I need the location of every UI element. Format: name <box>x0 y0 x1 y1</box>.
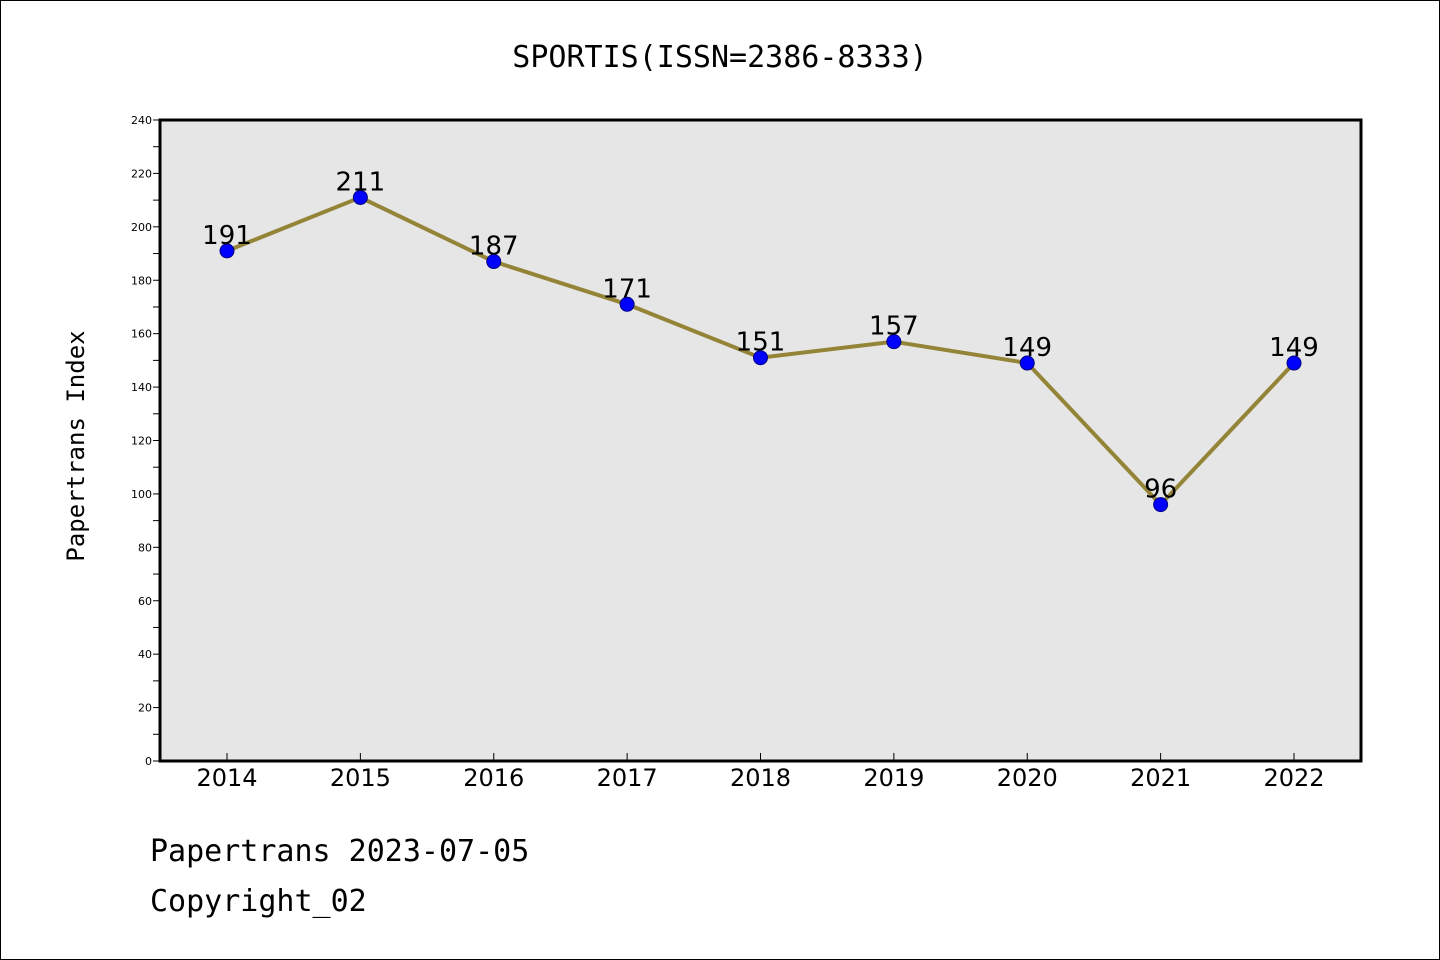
footer-source: Papertrans 2023-07-05 <box>150 834 530 869</box>
y-axis-label: Papertrans Index <box>62 330 90 561</box>
y-tick-label: 220 <box>131 167 152 180</box>
y-tick-label: 60 <box>138 595 152 608</box>
data-point <box>352 189 368 205</box>
plot-area <box>160 120 1361 761</box>
data-label: 149 <box>1269 333 1319 363</box>
data-points <box>219 189 1302 513</box>
y-tick-label: 40 <box>138 648 152 661</box>
data-label: 191 <box>202 221 252 251</box>
x-tick-label: 2018 <box>730 764 791 792</box>
y-tick-label: 80 <box>138 541 152 554</box>
data-label: 149 <box>1002 333 1052 363</box>
y-tick-label: 100 <box>131 488 152 501</box>
data-label: 171 <box>602 274 652 304</box>
chart-title: SPORTIS(ISSN=2386-8333) <box>512 40 927 75</box>
data-point <box>753 350 768 366</box>
data-point <box>1153 497 1169 513</box>
plot-border <box>158 118 1363 763</box>
data-point <box>1286 355 1302 371</box>
data-point <box>886 334 902 350</box>
x-tick-label: 2022 <box>1263 764 1324 792</box>
data-point <box>1019 355 1035 371</box>
data-labels: 191 211 187 171 151 157 149 96 149 <box>202 167 1319 504</box>
y-tick-label: 180 <box>131 274 152 287</box>
y-tick-label: 20 <box>138 702 152 715</box>
data-point <box>486 254 502 270</box>
data-label: 96 <box>1144 475 1177 505</box>
x-tick-label: 2014 <box>196 764 257 792</box>
y-tick-label: 200 <box>131 221 152 234</box>
y-axis-ticks: 0 20 40 60 80 100 120 140 160 180 200 220 240 <box>131 114 160 768</box>
data-label: 151 <box>736 328 786 358</box>
x-tick-label: 2020 <box>997 764 1058 792</box>
data-label: 187 <box>469 232 519 262</box>
data-point <box>219 243 235 259</box>
data-point <box>619 296 635 312</box>
y-tick-label: 160 <box>131 328 152 341</box>
x-tick-label: 2019 <box>863 764 924 792</box>
y-tick-label: 140 <box>131 381 152 394</box>
x-tick-label: 2016 <box>463 764 524 792</box>
x-axis-ticks: 2014 2015 2016 2017 2018 2019 2020 2021 2022 <box>196 753 1325 792</box>
data-label: 157 <box>869 312 919 342</box>
y-tick-label: 120 <box>131 435 152 448</box>
y-tick-label: 0 <box>145 755 152 768</box>
data-label: 211 <box>336 167 386 197</box>
footer-copyright: Copyright_02 <box>150 884 367 919</box>
x-tick-label: 2017 <box>597 764 658 792</box>
y-tick-label: 240 <box>131 114 152 127</box>
x-tick-label: 2021 <box>1130 764 1191 792</box>
x-tick-label: 2015 <box>330 764 391 792</box>
